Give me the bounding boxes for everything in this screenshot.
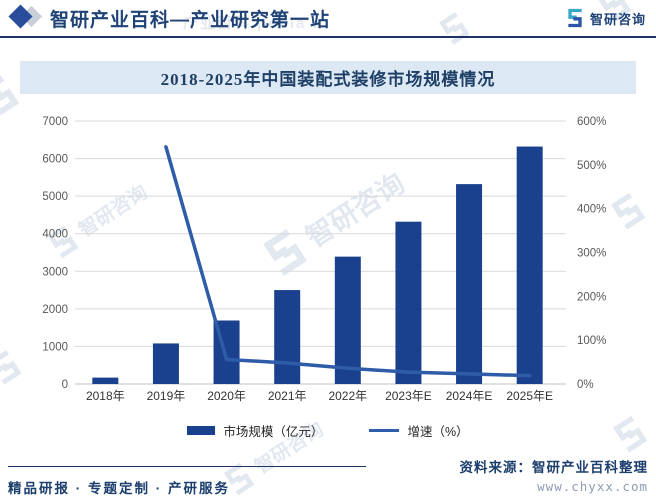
legend-line-label: 增速（%） xyxy=(407,425,469,439)
zhiyan-logo-icon xyxy=(568,8,582,28)
x-axis-label: 2019年 xyxy=(147,389,186,403)
bar-2024年E xyxy=(456,184,483,384)
left-axis-tick: 6000 xyxy=(42,154,68,166)
left-axis-tick: 2000 xyxy=(42,304,68,316)
x-axis-label: 2023年E xyxy=(385,389,432,403)
footer-services: 精品研报 · 专题定制 · 产研服务 xyxy=(8,481,230,496)
left-axis-tick: 5000 xyxy=(42,191,68,203)
footer-source-block: 资料来源：智研产业百科整理 www.chyxx.com xyxy=(460,456,649,494)
left-axis-tick: 1000 xyxy=(42,341,68,353)
right-axis-tick: 600% xyxy=(577,116,606,128)
brand-title: 智研产业百科—产业研究第一站 xyxy=(50,9,331,31)
right-axis-tick: 300% xyxy=(577,248,606,260)
bar-2018年 xyxy=(92,377,119,384)
x-axis-label: 2024年E xyxy=(446,389,493,403)
bar-2021年 xyxy=(274,290,301,384)
x-axis-label: 2018年 xyxy=(86,389,125,403)
right-axis-tick: 500% xyxy=(577,160,606,172)
chart-legend: 市场规模（亿元） 增速（%） xyxy=(0,421,656,440)
bar-2019年 xyxy=(152,343,179,384)
left-axis-tick: 7000 xyxy=(42,116,68,128)
left-axis-tick: 0 xyxy=(62,379,68,391)
right-axis-tick: 100% xyxy=(577,335,606,347)
footer-website: www.chyxx.com xyxy=(537,479,648,494)
bar-2023年E xyxy=(395,221,422,384)
right-axis-tick: 0% xyxy=(577,379,594,391)
left-axis-tick: 4000 xyxy=(42,229,68,241)
bar-line-chart: 0 1000 2000 3000 4000 5000 6000 7000 0% 100% 200% 3… xyxy=(42,116,606,403)
bar-2022年 xyxy=(334,256,361,384)
x-axis-label: 2025年E xyxy=(506,389,553,403)
right-axis-tick: 400% xyxy=(577,204,606,216)
legend-bar-label: 市场规模（亿元） xyxy=(223,425,324,439)
legend-bar-swatch xyxy=(187,426,216,435)
logo: 智研咨询 xyxy=(565,8,646,28)
growth-line xyxy=(164,145,532,378)
bar-2025年E xyxy=(516,146,543,384)
x-axis-label: 2022年 xyxy=(328,389,367,403)
legend-line-swatch xyxy=(369,428,400,433)
x-axis-label: 2020年 xyxy=(207,389,246,403)
x-axis-label: 2021年 xyxy=(268,389,307,403)
logo-text: 智研咨询 xyxy=(589,11,646,27)
left-axis-tick: 3000 xyxy=(42,266,68,278)
header-bar: 智研产业百科—产业研究第一站 智研咨询 xyxy=(0,0,656,38)
footer-source: 资料来源：智研产业百科整理 xyxy=(459,460,648,475)
chart-title-band: 2018-2025年中国装配式装修市场规模情况 xyxy=(20,61,636,94)
chart-title: 2018-2025年中国装配式装修市场规模情况 xyxy=(160,70,496,89)
footer-divider xyxy=(8,466,366,467)
right-axis-tick: 200% xyxy=(577,291,606,303)
diamond-icon xyxy=(8,4,44,30)
